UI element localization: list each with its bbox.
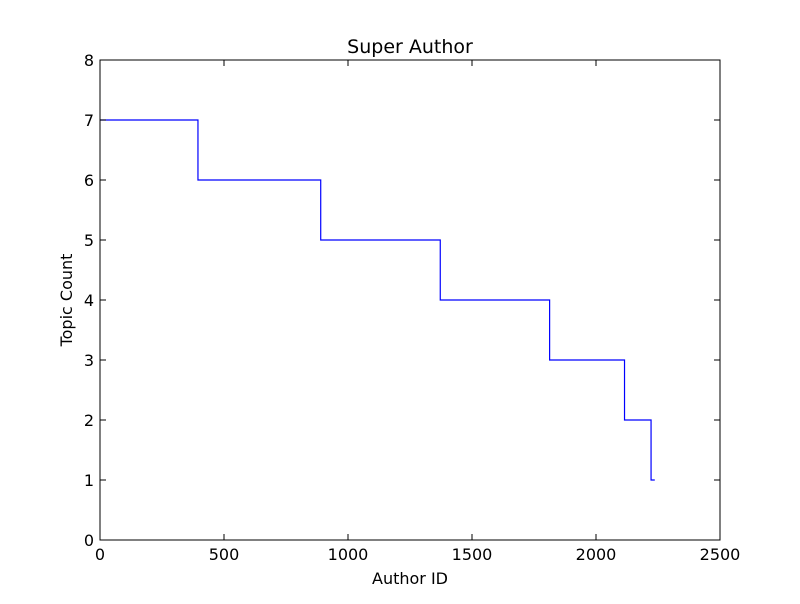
y-tick-label: 6 <box>84 171 94 190</box>
x-tick-label: 1000 <box>328 545 369 564</box>
x-tick-label: 0 <box>95 545 105 564</box>
y-tick-label: 7 <box>84 111 94 130</box>
y-axis-label: Topic Count <box>57 254 76 348</box>
x-tick-label: 2500 <box>700 545 741 564</box>
x-tick-label: 1500 <box>452 545 493 564</box>
y-tick-label: 3 <box>84 351 94 370</box>
x-tick-label: 500 <box>209 545 240 564</box>
y-tick-label: 5 <box>84 231 94 250</box>
x-axis-label: Author ID <box>372 569 448 588</box>
chart-title: Super Author <box>347 36 473 58</box>
y-tick-label: 8 <box>84 51 94 70</box>
y-tick-label: 1 <box>84 471 94 490</box>
y-tick-label: 2 <box>84 411 94 430</box>
x-tick-label: 2000 <box>576 545 617 564</box>
y-tick-label: 4 <box>84 291 94 310</box>
series-layer <box>100 119 655 481</box>
plot-area <box>100 60 720 540</box>
plot-frame <box>99 59 721 541</box>
series-line-0 <box>100 119 655 481</box>
y-tick-label: 0 <box>84 531 94 550</box>
